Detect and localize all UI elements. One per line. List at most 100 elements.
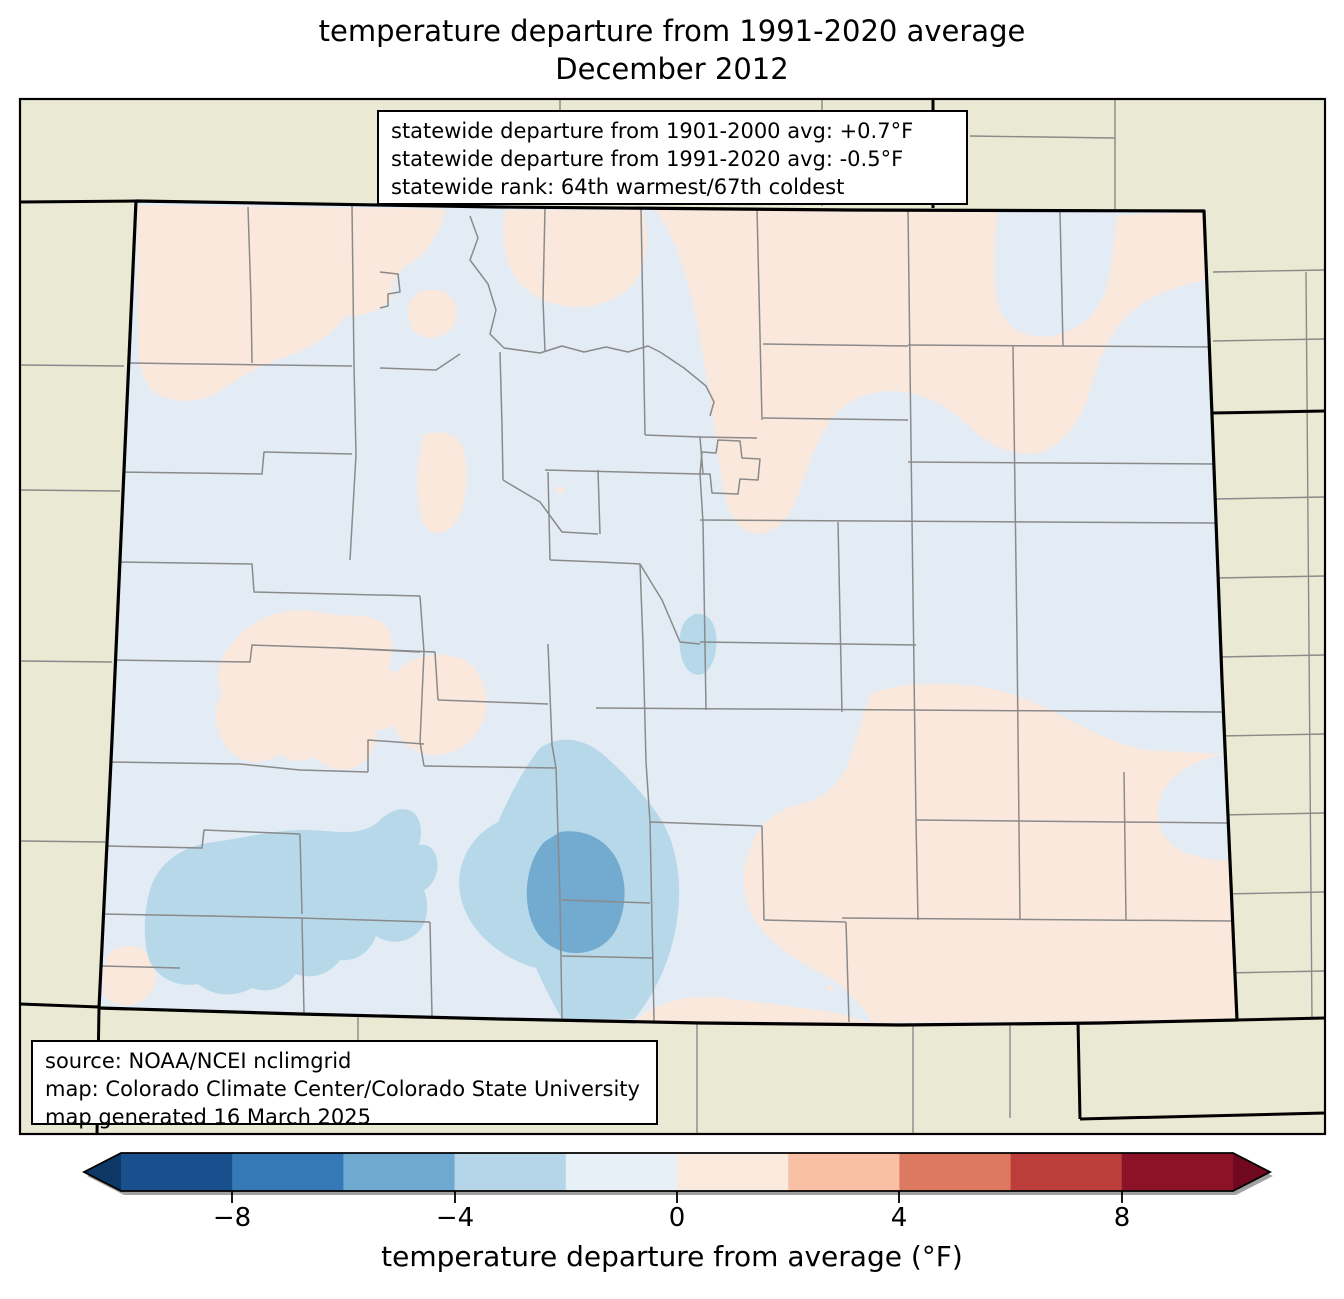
- neighbor-state-border: [1076, 1020, 1082, 1120]
- chart-title-line1: temperature departure from 1991-2020 ave…: [318, 14, 1026, 48]
- colorbar-segment: [565, 1153, 678, 1191]
- county-line: [649, 821, 655, 1022]
- county-line: [761, 825, 765, 921]
- county-line: [469, 215, 505, 349]
- colorbar-segment: [121, 1153, 233, 1191]
- region-warm-northwest: [137, 205, 445, 401]
- county-line: [367, 739, 425, 772]
- county-line: [642, 643, 651, 823]
- county-line: [679, 641, 701, 645]
- county-line: [503, 345, 661, 354]
- colorbar-axis-label: temperature departure from average (°F): [381, 1240, 963, 1273]
- colorbar-segment: [677, 1153, 789, 1191]
- county-line: [299, 833, 303, 915]
- anomaly-regions: [102, 205, 1237, 1023]
- region-warm-north-center: [503, 210, 648, 308]
- region-warm-central: [389, 654, 487, 756]
- county-line: [105, 829, 301, 849]
- neighbor-county-line: [1212, 269, 1325, 273]
- region-warm-dot: [556, 486, 564, 494]
- county-line: [644, 434, 701, 438]
- neighbor-county-line: [20, 840, 106, 843]
- county-line: [762, 343, 909, 347]
- map-axes-group: [20, 99, 1325, 1134]
- county-line: [544, 469, 701, 475]
- colorbar-tick-label: 4: [890, 1203, 908, 1233]
- county-line: [699, 519, 1219, 524]
- county-line: [115, 561, 421, 597]
- county-line: [699, 641, 917, 646]
- colorbar-tick-label: −4: [435, 1203, 475, 1233]
- neighbor-county-line: [1221, 891, 1325, 895]
- county-line: [907, 461, 1217, 465]
- stats-line-3: statewide rank: 64th warmest/67th coldes…: [391, 175, 845, 199]
- county-line: [542, 206, 546, 353]
- county-line: [640, 207, 646, 436]
- neighbor-state-border: [20, 199, 137, 204]
- county-line: [907, 344, 1214, 348]
- county-line: [102, 913, 431, 923]
- neighbor-state-border: [1236, 1016, 1325, 1022]
- colorbar-segment: [232, 1153, 344, 1191]
- neighbor-county-line: [1220, 812, 1325, 816]
- county-line: [702, 521, 707, 711]
- county-boundaries: [100, 205, 1234, 1023]
- region-warm-northeast-mass: [655, 209, 1205, 534]
- county-line: [499, 351, 504, 481]
- source-line-3: map generated 16 March 2025: [45, 1105, 372, 1129]
- region-cool-core-san-luis: [526, 831, 625, 954]
- county-line: [423, 765, 557, 769]
- neighbor-county-line: [969, 135, 1116, 139]
- county-line: [649, 821, 763, 827]
- neighbor-county-line: [20, 489, 121, 492]
- region-warm-small-north: [408, 289, 458, 338]
- chart-title: temperature departure from 1991-2020 ave…: [0, 12, 1344, 88]
- county-line: [547, 471, 551, 561]
- neighbor-county-line: [1217, 654, 1325, 658]
- colorbar-segment: [899, 1153, 1012, 1191]
- colorbar-segment: [788, 1153, 900, 1191]
- county-line: [1123, 771, 1127, 921]
- colorbar-tick-label: 0: [668, 1203, 686, 1233]
- county-line: [699, 473, 704, 523]
- county-line: [351, 205, 355, 367]
- county-line: [763, 919, 847, 923]
- county-line: [762, 417, 909, 421]
- county-line: [429, 921, 433, 1017]
- colorbar-outline: [82, 1152, 1272, 1192]
- chart-title-line2: December 2012: [555, 52, 789, 86]
- source-line-2: map: Colorado Climate Center/Colorado St…: [45, 1077, 640, 1101]
- county-line: [915, 819, 1229, 824]
- colorado-state-border: [97, 199, 1239, 1027]
- county-line: [756, 208, 763, 421]
- source-attribution-box: source: NOAA/NCEI nclimgrid map: Colorad…: [31, 1040, 658, 1129]
- neighbor-state-border: [1211, 409, 1325, 415]
- neighbor-county-line: [20, 660, 113, 663]
- colorbar-under-arrow: [84, 1153, 121, 1191]
- county-line: [907, 209, 919, 921]
- colorbar-over-arrow: [1233, 1153, 1270, 1191]
- colorbar-segment: [454, 1153, 567, 1191]
- county-line: [339, 647, 439, 701]
- county-line: [699, 436, 758, 439]
- county-line: [437, 699, 549, 705]
- county-line: [841, 917, 1234, 922]
- colorbar: [82, 1152, 1272, 1203]
- region-warm-south-strip: [636, 996, 872, 1023]
- county-line: [561, 899, 651, 904]
- neighbor-county-line: [1305, 271, 1313, 1020]
- county-line: [419, 595, 425, 767]
- county-line: [502, 479, 599, 535]
- neighbor-state-border: [20, 1002, 100, 1009]
- region-warm-southeast-mass: [743, 683, 1237, 1023]
- county-line: [107, 761, 369, 773]
- county-line: [699, 439, 761, 495]
- county-line: [1012, 345, 1021, 921]
- county-line: [301, 917, 305, 1014]
- neighbor-state-border: [1079, 1111, 1325, 1121]
- colorbar-tick-label: 8: [1113, 1203, 1131, 1233]
- neighbor-county-line: [1214, 496, 1325, 500]
- county-line: [845, 921, 850, 1023]
